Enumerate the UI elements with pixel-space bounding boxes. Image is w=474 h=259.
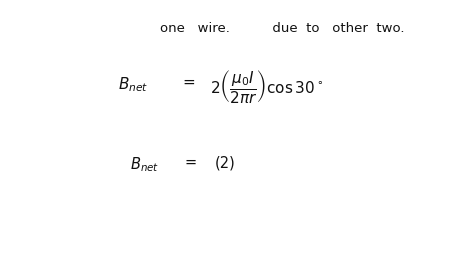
Text: =: = bbox=[182, 75, 195, 90]
Text: one   wire.          due  to   other  two.: one wire. due to other two. bbox=[160, 22, 404, 35]
Text: $B_{net}$: $B_{net}$ bbox=[130, 155, 159, 174]
Text: $2\left(\dfrac{\mu_0 I}{2\pi r}\right)\cos 30^\circ$: $2\left(\dfrac{\mu_0 I}{2\pi r}\right)\c… bbox=[210, 68, 323, 105]
Text: =: = bbox=[185, 155, 197, 170]
Text: $B_{net}$: $B_{net}$ bbox=[118, 75, 148, 94]
Text: (2): (2) bbox=[215, 155, 236, 170]
